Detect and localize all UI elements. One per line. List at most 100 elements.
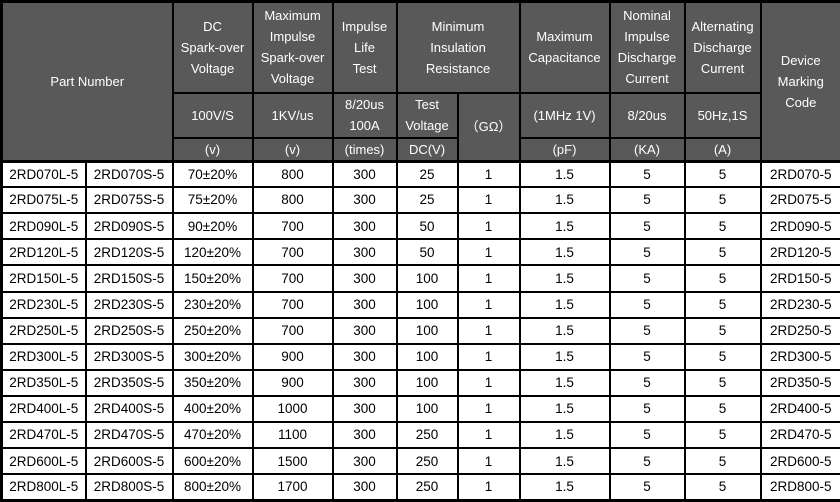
header-min-insulation-resistance: Minimum Insulation Resistance	[395, 0, 521, 94]
part-number-l: 2RD090L-5	[0, 212, 87, 241]
part-number-l: 2RD300L-5	[0, 342, 87, 371]
insulation-resistance: 1	[456, 473, 521, 502]
unit-nominal-impulse-discharge: (KA)	[608, 136, 686, 162]
max-impulse-sparkover-voltage: 800	[251, 186, 334, 215]
part-number-s: 2RD400S-5	[84, 394, 174, 424]
header-max-capacitance: Maximum Capacitance	[518, 0, 611, 94]
insulation-test-voltage: 100	[395, 316, 459, 345]
max-impulse-sparkover-voltage: 1100	[251, 421, 334, 450]
impulse-life-test: 300	[331, 421, 398, 450]
device-marking-code: 2RD400-5	[759, 394, 840, 424]
part-number-s: 2RD300S-5	[84, 342, 174, 371]
part-number-l: 2RD070L-5	[0, 159, 87, 189]
table-row: 2RD350L-5 2RD350S-5 350±20% 900 300 100 1 1.5 5 5…	[0, 368, 840, 397]
insulation-resistance: 1	[456, 186, 521, 215]
table-row: 2RD090L-5 2RD090S-5 90±20% 700 300 50 1 1.5 5 5 2R…	[0, 212, 840, 241]
part-number-s: 2RD150S-5	[84, 264, 174, 293]
header-device-marking-code: Device Marking Code	[759, 0, 840, 162]
capacitance: 1.5	[518, 342, 611, 371]
insulation-test-voltage: 100	[395, 290, 459, 319]
insulation-test-voltage: 100	[395, 342, 459, 371]
nominal-impulse-current: 5	[608, 159, 686, 189]
dc-sparkover-voltage: 90±20%	[171, 212, 254, 241]
alternating-current: 5	[683, 290, 762, 319]
insulation-test-voltage: 250	[395, 473, 459, 502]
unit-alternating-discharge: (A)	[683, 136, 762, 162]
alternating-current: 5	[683, 447, 762, 476]
header-alternating-discharge-current: Alternating Discharge Current	[683, 0, 762, 94]
unit-insulation-test-voltage: DC(V)	[395, 136, 459, 162]
device-marking-code: 2RD600-5	[759, 447, 840, 476]
dc-sparkover-voltage: 300±20%	[171, 342, 254, 371]
alternating-current: 5	[683, 186, 762, 215]
max-impulse-sparkover-voltage: 800	[251, 159, 334, 189]
table-row: 2RD300L-5 2RD300S-5 300±20% 900 300 100 1 1.5 5 5…	[0, 342, 840, 371]
dc-sparkover-voltage: 230±20%	[171, 290, 254, 319]
table-row: 2RD470L-5 2RD470S-5 470±20% 1100 300 250 1 1.5 5…	[0, 421, 840, 450]
part-number-l: 2RD120L-5	[0, 238, 87, 267]
header-condition-row: 100V/S 1KV/us 8/20us 100A Test Voltage （…	[2, 91, 840, 162]
device-marking-code: 2RD800-5	[759, 473, 840, 502]
table-row: 2RD070L-5 2RD070S-5 70±20% 800 300 25 1 1.5 5 5 2R…	[0, 159, 840, 189]
unit-dc-sparkover: (v)	[171, 136, 254, 162]
nominal-impulse-current: 5	[608, 394, 686, 424]
capacitance: 1.5	[518, 473, 611, 502]
nominal-impulse-current: 5	[608, 342, 686, 371]
dc-sparkover-voltage: 150±20%	[171, 264, 254, 293]
device-marking-code: 2RD300-5	[759, 342, 840, 371]
impulse-life-test: 300	[331, 212, 398, 241]
impulse-life-test: 300	[331, 238, 398, 267]
nominal-impulse-current: 5	[608, 316, 686, 345]
max-impulse-sparkover-voltage: 700	[251, 290, 334, 319]
part-number-l: 2RD400L-5	[0, 394, 87, 424]
nominal-impulse-current: 5	[608, 368, 686, 397]
capacitance: 1.5	[518, 212, 611, 241]
table-row: 2RD075L-5 2RD075S-5 75±20% 800 300 25 1 1.5 5 5 2R…	[0, 186, 840, 215]
max-impulse-sparkover-voltage: 1700	[251, 473, 334, 502]
part-number-s: 2RD470S-5	[84, 421, 174, 450]
alternating-current: 5	[683, 368, 762, 397]
device-marking-code: 2RD230-5	[759, 290, 840, 319]
capacitance: 1.5	[518, 238, 611, 267]
alternating-current: 5	[683, 159, 762, 189]
max-impulse-sparkover-voltage: 1000	[251, 394, 334, 424]
dc-sparkover-voltage: 400±20%	[171, 394, 254, 424]
nominal-impulse-current: 5	[608, 264, 686, 293]
part-number-l: 2RD800L-5	[0, 473, 87, 502]
header-nominal-impulse-discharge-current: Nominal Impulse Discharge Current	[608, 0, 686, 94]
table-row: 2RD250L-5 2RD250S-5 250±20% 700 300 100 1 1.5 5 5…	[0, 316, 840, 345]
table-row: 2RD600L-5 2RD600S-5 600±20% 1500 300 250 1 1.5 5…	[0, 447, 840, 476]
dc-sparkover-voltage: 350±20%	[171, 368, 254, 397]
part-number-s: 2RD600S-5	[84, 447, 174, 476]
impulse-life-test: 300	[331, 264, 398, 293]
part-number-l: 2RD600L-5	[0, 447, 87, 476]
part-number-l: 2RD350L-5	[0, 368, 87, 397]
alternating-current: 5	[683, 421, 762, 450]
table-row: 2RD800L-5 2RD800S-5 800±20% 1700 300 250 1 1.5 5…	[0, 473, 840, 502]
alternating-current: 5	[683, 342, 762, 371]
insulation-test-voltage: 50	[395, 238, 459, 267]
dc-sparkover-voltage: 250±20%	[171, 316, 254, 345]
header-title-row: Part Number DC Spark-over Voltage Maximu…	[0, 0, 840, 162]
part-number-s: 2RD350S-5	[84, 368, 174, 397]
device-marking-code: 2RD250-5	[759, 316, 840, 345]
dc-sparkover-voltage: 800±20%	[171, 473, 254, 502]
alternating-current: 5	[683, 238, 762, 267]
max-impulse-sparkover-voltage: 1500	[251, 447, 334, 476]
table-header: Part Number DC Spark-over Voltage Maximu…	[0, 0, 840, 162]
dc-sparkover-voltage: 70±20%	[171, 159, 254, 189]
impulse-life-test: 300	[331, 186, 398, 215]
condition-max-impulse-sparkover: 1KV/us	[251, 91, 334, 139]
insulation-test-voltage: 250	[395, 447, 459, 476]
alternating-current: 5	[683, 316, 762, 345]
part-number-l: 2RD150L-5	[0, 264, 87, 293]
impulse-life-test: 300	[331, 447, 398, 476]
dc-sparkover-voltage: 470±20%	[171, 421, 254, 450]
condition-dc-sparkover: 100V/S	[171, 91, 254, 139]
insulation-resistance: 1	[456, 238, 521, 267]
unit-insulation-resistance: （GΩ）	[456, 91, 521, 162]
impulse-life-test: 300	[331, 290, 398, 319]
header-dc-sparkover-voltage: DC Spark-over Voltage	[171, 0, 254, 94]
part-number-l: 2RD250L-5	[0, 316, 87, 345]
insulation-resistance: 1	[456, 394, 521, 424]
